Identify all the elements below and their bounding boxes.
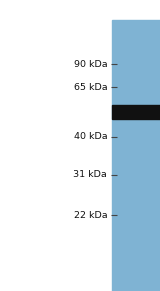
Text: 90 kDa: 90 kDa	[74, 60, 107, 68]
Bar	[112, 105, 160, 119]
Text: 22 kDa: 22 kDa	[74, 211, 107, 220]
Text: 40 kDa: 40 kDa	[74, 132, 107, 141]
Text: 31 kDa: 31 kDa	[73, 170, 107, 179]
Text: 65 kDa: 65 kDa	[74, 83, 107, 92]
Bar	[112, 20, 160, 291]
